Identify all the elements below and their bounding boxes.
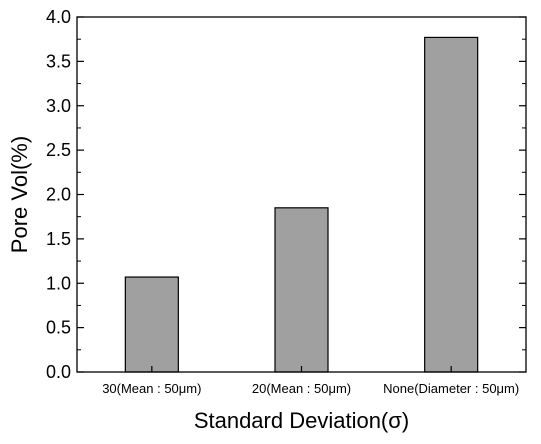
- y-minor-ticks: [77, 38, 526, 351]
- y-tick-label: 3.5: [46, 51, 71, 71]
- bar-0: [124, 276, 179, 373]
- y-axis-title: Pore Vol(%): [7, 136, 32, 253]
- bar-2: [424, 36, 479, 373]
- y-tick-label: 0.0: [46, 362, 71, 382]
- y-tick-label: 2.0: [46, 185, 71, 205]
- y-tick-label: 0.5: [46, 318, 71, 338]
- y-tick-label: 3.0: [46, 96, 71, 116]
- x-tick-labels: 30(Mean : 50μm) 20(Mean : 50μm) None(Diame…: [102, 381, 519, 396]
- x-tick-label: None(Diameter : 50μm): [383, 381, 519, 396]
- y-tick-labels: 0.0 0.5 1.0 1.5 2.0 2.5 3.0 3.5 4.0: [46, 7, 71, 382]
- bar-1: [274, 207, 329, 373]
- y-tick-label: 1.5: [46, 229, 71, 249]
- plot-frame: [76, 16, 527, 373]
- x-tick-label: 20(Mean : 50μm): [252, 381, 351, 396]
- x-axis-title: Standard Deviation(σ): [194, 408, 409, 433]
- x-tick-label: 30(Mean : 50μm): [102, 381, 201, 396]
- y-tick-label: 2.5: [46, 140, 71, 160]
- bars: [124, 36, 479, 373]
- y-tick-label: 4.0: [46, 7, 71, 27]
- y-tick-label: 1.0: [46, 273, 71, 293]
